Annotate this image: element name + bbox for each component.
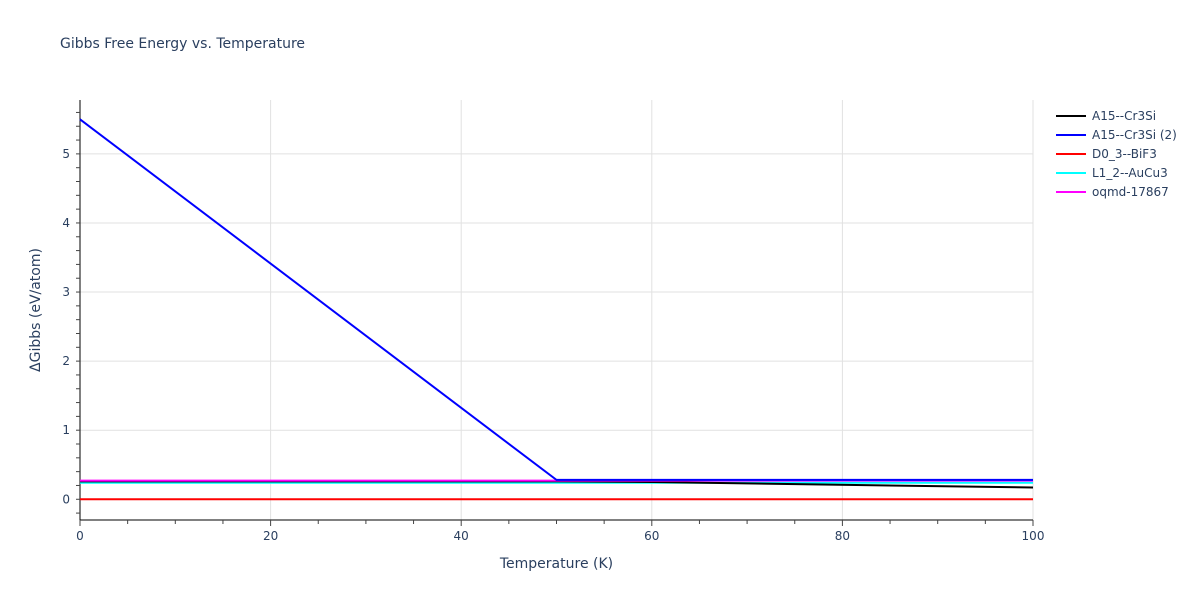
y-tick-label: 5	[62, 147, 70, 161]
legend-label: oqmd-17867	[1092, 184, 1169, 199]
y-tick-label: 4	[62, 216, 70, 230]
x-tick-label: 40	[454, 529, 469, 543]
legend-swatch-icon	[1056, 152, 1086, 155]
x-tick-label: 80	[835, 529, 850, 543]
x-axis-title: Temperature (K)	[499, 556, 613, 572]
chart-title: Gibbs Free Energy vs. Temperature	[60, 36, 306, 52]
x-tick-label: 60	[644, 529, 659, 543]
legend-swatch-icon	[1056, 133, 1086, 136]
legend-item[interactable]: D0_3--BiF3	[1056, 144, 1177, 163]
x-tick-label: 100	[1022, 529, 1045, 543]
y-tick-label: 3	[62, 285, 70, 299]
legend-label: L1_2--AuCu3	[1092, 165, 1168, 180]
legend-item[interactable]: oqmd-17867	[1056, 182, 1177, 201]
legend-swatch-icon	[1056, 114, 1086, 117]
y-axis-title: ΔGibbs (eV/atom)	[28, 248, 44, 372]
legend-label: A15--Cr3Si (2)	[1092, 127, 1177, 142]
series-line-a15-cr3si-2-[interactable]	[79, 118, 1033, 481]
legend-item[interactable]: A15--Cr3Si	[1056, 106, 1177, 125]
x-tick-label: 20	[263, 529, 278, 543]
y-tick-label: 1	[62, 423, 70, 437]
y-tick-label: 0	[62, 492, 70, 506]
x-tick-label: 0	[76, 529, 84, 543]
legend-item[interactable]: L1_2--AuCu3	[1056, 163, 1177, 182]
legend-label: D0_3--BiF3	[1092, 146, 1157, 161]
legend-swatch-icon	[1056, 190, 1086, 193]
legend-item[interactable]: A15--Cr3Si (2)	[1056, 125, 1177, 144]
legend-label: A15--Cr3Si	[1092, 108, 1157, 123]
y-tick-label: 2	[62, 354, 70, 368]
chart-legend: A15--Cr3Si A15--Cr3Si (2) D0_3--BiF3 L1_2--…	[1056, 106, 1177, 201]
legend-swatch-icon	[1056, 171, 1086, 174]
